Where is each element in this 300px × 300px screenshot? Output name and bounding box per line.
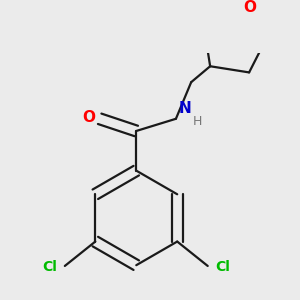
Text: O: O bbox=[244, 0, 257, 15]
Text: O: O bbox=[82, 110, 95, 125]
Text: H: H bbox=[193, 115, 202, 128]
Text: Cl: Cl bbox=[215, 260, 230, 274]
Text: N: N bbox=[179, 101, 192, 116]
Text: Cl: Cl bbox=[42, 260, 57, 274]
